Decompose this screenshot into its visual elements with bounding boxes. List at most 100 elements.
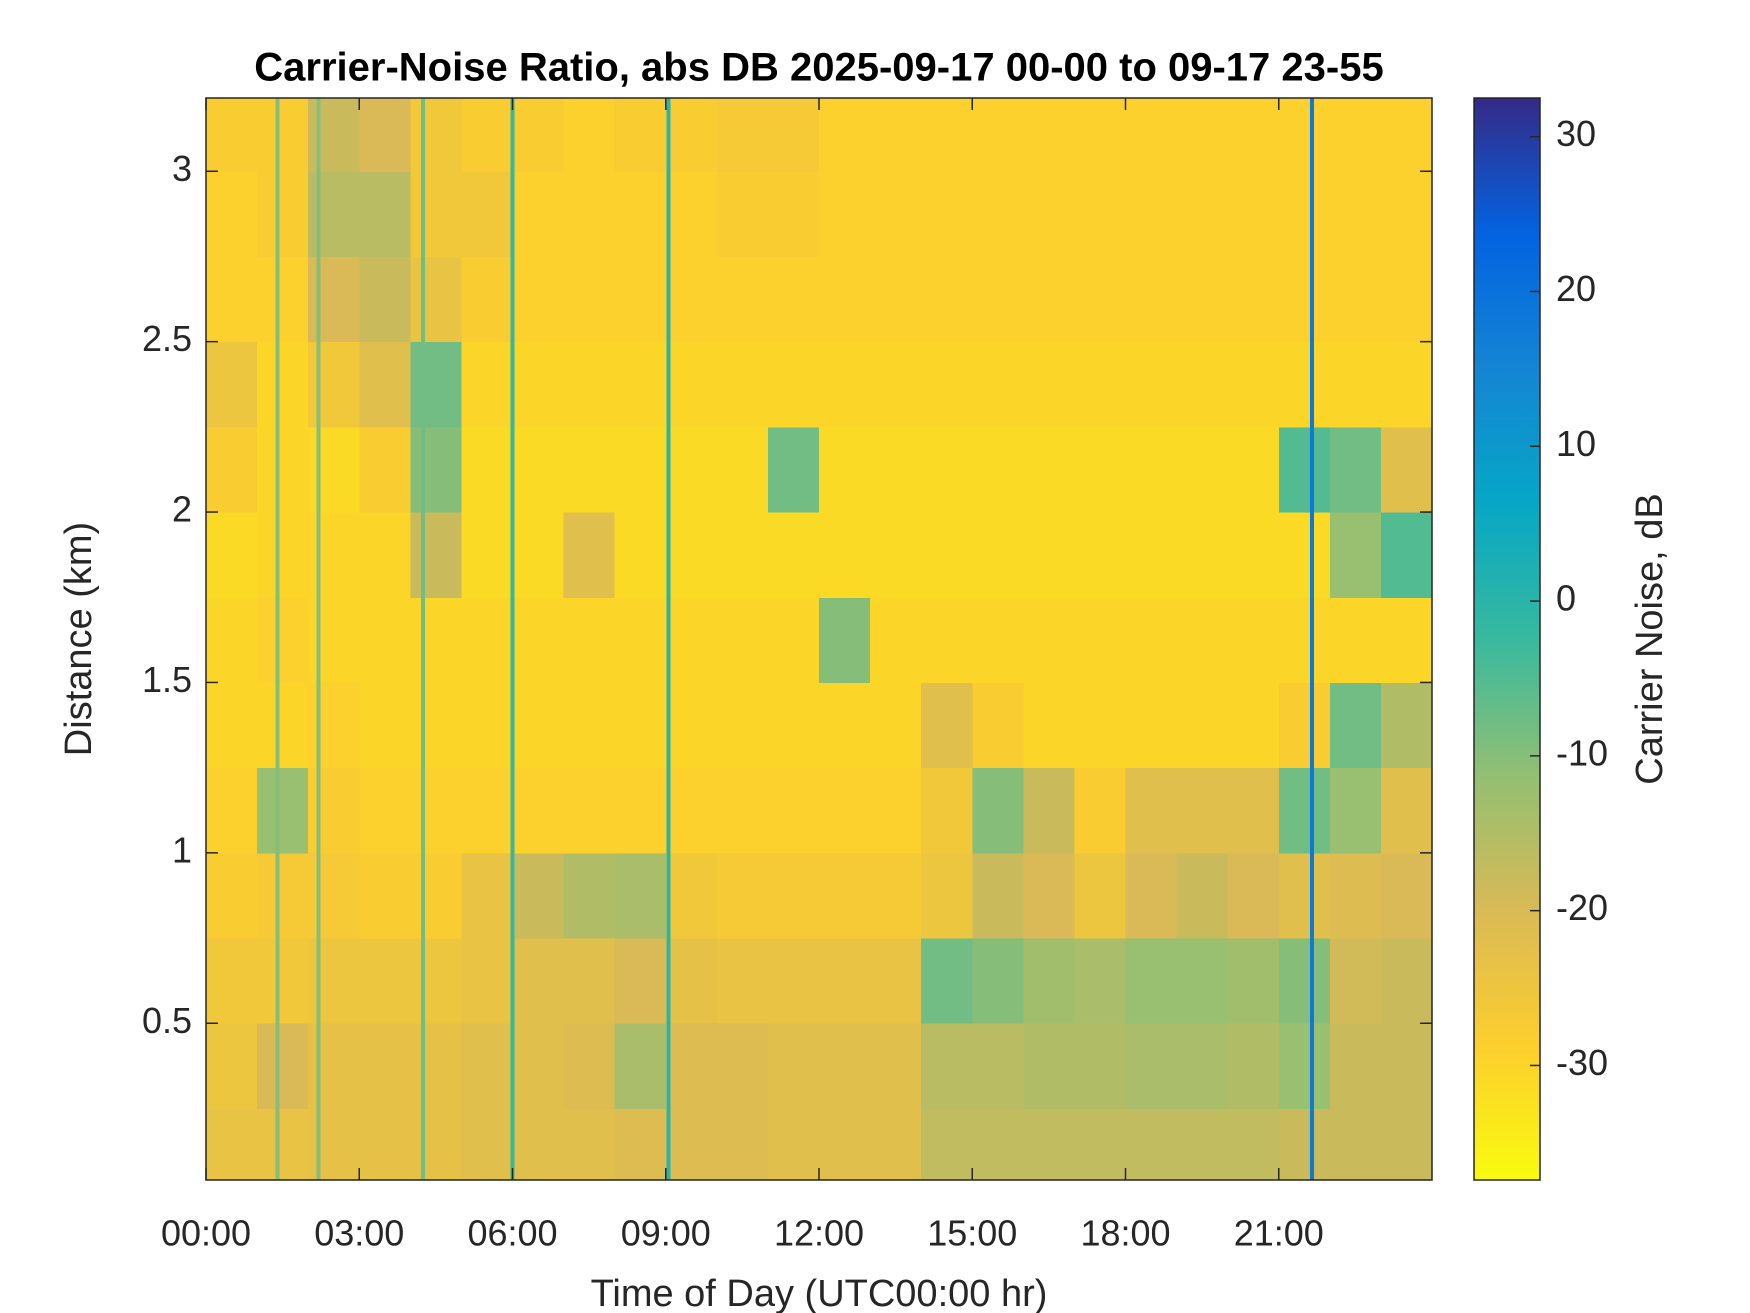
cell <box>819 98 871 172</box>
cell <box>1074 98 1126 172</box>
cell <box>1380 597 1433 683</box>
cell <box>1227 256 1280 343</box>
cell <box>819 1023 871 1109</box>
cell <box>410 512 462 598</box>
cell <box>308 1108 360 1181</box>
cell <box>1380 1023 1433 1109</box>
cell <box>972 597 1024 683</box>
cell <box>1023 426 1075 513</box>
cell <box>716 938 769 1024</box>
cell <box>921 1108 973 1181</box>
cell <box>359 98 411 172</box>
cell <box>921 512 973 598</box>
cell <box>921 682 973 769</box>
cell <box>614 1108 667 1181</box>
cell <box>921 98 973 172</box>
cell <box>257 852 309 939</box>
colorbar-tick-label: -30 <box>1556 1042 1608 1083</box>
cell <box>921 256 973 343</box>
cell <box>1125 1023 1178 1109</box>
cell <box>410 597 462 683</box>
x-axis-label: Time of Day (UTC00:00 hr) <box>591 1273 1048 1313</box>
cell <box>614 341 667 428</box>
cell <box>972 852 1024 939</box>
cell <box>1227 1108 1280 1181</box>
cell <box>819 341 871 428</box>
cell <box>716 1023 769 1109</box>
cell <box>1074 1108 1126 1181</box>
cell <box>716 426 769 513</box>
cell <box>1227 341 1280 428</box>
cell <box>1074 852 1126 939</box>
cell <box>1125 767 1178 854</box>
cell <box>614 1023 667 1109</box>
cell <box>1176 767 1229 854</box>
cell <box>206 682 258 769</box>
cell <box>359 597 411 683</box>
cell <box>767 426 820 513</box>
cell <box>257 426 309 513</box>
cell <box>767 938 820 1024</box>
cell <box>410 1108 462 1181</box>
cell <box>1074 171 1126 257</box>
cell <box>972 256 1024 343</box>
cell <box>512 938 565 1024</box>
cell <box>819 1108 871 1181</box>
cell <box>716 98 769 172</box>
cell <box>461 171 513 257</box>
cell <box>870 341 922 428</box>
cell <box>1227 938 1280 1024</box>
cell <box>870 682 922 769</box>
cell <box>1023 852 1075 939</box>
cell <box>819 682 871 769</box>
cell <box>563 1023 616 1109</box>
cell <box>308 597 360 683</box>
cell <box>665 98 718 172</box>
cell <box>972 426 1024 513</box>
cell <box>206 426 258 513</box>
cell <box>921 1023 973 1109</box>
cell <box>359 341 411 428</box>
cell <box>665 682 718 769</box>
cell <box>461 1023 513 1109</box>
cell <box>512 256 565 343</box>
cell <box>512 852 565 939</box>
cell <box>1023 98 1075 172</box>
cell <box>461 682 513 769</box>
cell <box>1278 1108 1331 1181</box>
cell <box>1278 98 1331 172</box>
cell <box>614 171 667 257</box>
cell <box>563 512 616 598</box>
cell <box>461 256 513 343</box>
cell <box>563 256 616 343</box>
cell <box>1023 1023 1075 1109</box>
cell <box>614 426 667 513</box>
cell <box>716 256 769 343</box>
cell <box>1278 256 1331 343</box>
cell <box>1176 171 1229 257</box>
cell <box>308 256 360 343</box>
cell <box>410 682 462 769</box>
cell <box>819 597 871 683</box>
cell <box>614 682 667 769</box>
cell <box>767 682 820 769</box>
cell <box>1329 1108 1382 1181</box>
colorbar-tick-label: 10 <box>1556 423 1596 464</box>
cell <box>512 341 565 428</box>
cell <box>1125 512 1178 598</box>
cell <box>972 171 1024 257</box>
cell <box>716 512 769 598</box>
cell <box>921 341 973 428</box>
cell <box>308 682 360 769</box>
cell <box>206 1108 258 1181</box>
colorbar-tick-label: -20 <box>1556 887 1608 928</box>
cell <box>1380 426 1433 513</box>
cell <box>1380 938 1433 1024</box>
cell <box>716 852 769 939</box>
cell <box>206 767 258 854</box>
colorbar-label: Carrier Noise, dB <box>1629 493 1671 784</box>
cell <box>257 597 309 683</box>
cell <box>870 171 922 257</box>
cell <box>1278 852 1331 939</box>
cell <box>870 852 922 939</box>
